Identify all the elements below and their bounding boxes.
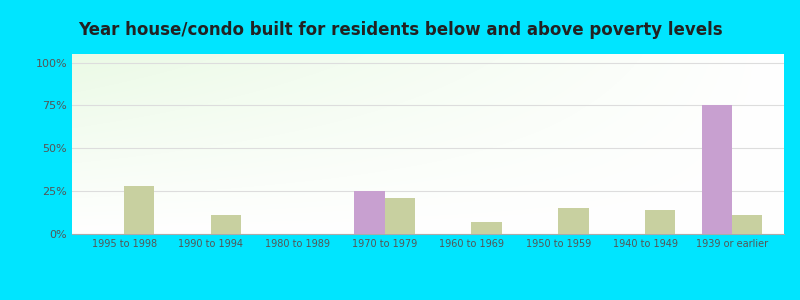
Text: Year house/condo built for residents below and above poverty levels: Year house/condo built for residents bel… — [78, 21, 722, 39]
Bar — [702, 105, 732, 234]
Bar — [645, 210, 675, 234]
Bar — [124, 186, 154, 234]
Bar — [211, 215, 242, 234]
Bar — [558, 208, 589, 234]
Bar — [732, 215, 762, 234]
Bar — [385, 198, 415, 234]
Bar — [471, 222, 502, 234]
Bar — [354, 191, 385, 234]
